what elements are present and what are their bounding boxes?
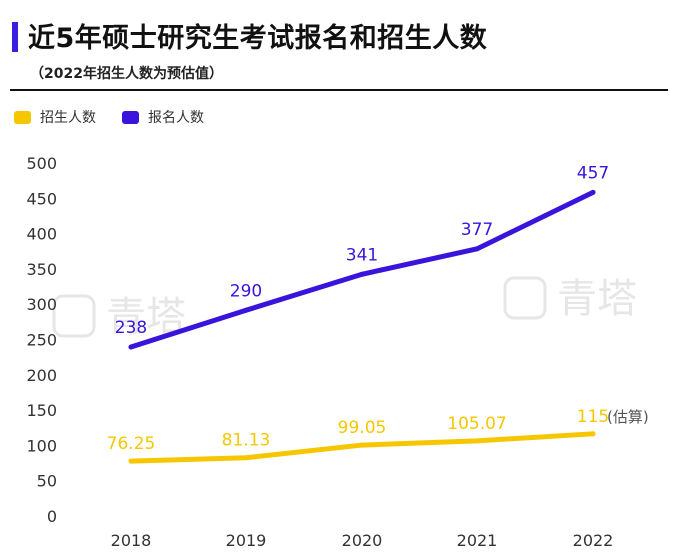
y-tick-label: 200 xyxy=(26,366,57,385)
watermark-right: 青塔 xyxy=(503,276,637,322)
data-point-apply xyxy=(243,307,249,313)
data-label-apply: 377 xyxy=(461,220,493,240)
y-tick-label: 350 xyxy=(26,260,57,279)
data-label-enroll: 76.25 xyxy=(107,434,156,454)
data-label-enroll: 99.05 xyxy=(338,418,387,438)
data-point-apply xyxy=(590,189,596,195)
data-point-enroll xyxy=(474,438,480,444)
data-point-apply xyxy=(359,271,365,277)
data-label-apply: 290 xyxy=(230,281,262,301)
y-tick-label: 250 xyxy=(26,331,57,350)
title-accent-bar xyxy=(12,22,18,52)
y-tick-label: 0 xyxy=(47,507,57,526)
data-label-apply: 238 xyxy=(115,318,147,338)
data-point-enroll xyxy=(128,458,134,464)
y-tick-label: 400 xyxy=(26,225,57,244)
x-tick-label: 2022 xyxy=(573,531,614,550)
title-divider xyxy=(10,89,668,91)
y-tick-label: 450 xyxy=(26,189,57,208)
series-line-apply xyxy=(128,189,596,350)
chart-subtitle: （2022年招生人数为预估值） xyxy=(30,66,223,82)
x-tick-label: 2018 xyxy=(111,531,152,550)
data-label-enroll: 105.07 xyxy=(447,414,506,434)
legend-label-apply: 报名人数 xyxy=(148,110,204,126)
watermark-text: 青塔 xyxy=(557,276,637,322)
data-point-apply xyxy=(128,344,134,350)
legend-item-apply: 报名人数 xyxy=(122,107,204,127)
legend-item-enroll: 招生人数 xyxy=(14,107,96,127)
data-point-enroll xyxy=(243,455,249,461)
data-point-apply xyxy=(474,246,480,252)
data-point-enroll xyxy=(359,442,365,448)
data-label-enroll: 81.13 xyxy=(222,431,271,451)
y-tick-label: 50 xyxy=(37,472,57,491)
x-tick-label: 2021 xyxy=(457,531,498,550)
y-tick-label: 300 xyxy=(26,295,57,314)
watermark-logo-icon xyxy=(52,294,96,338)
legend-label-enroll: 招生人数 xyxy=(40,110,96,126)
data-label-apply: 457 xyxy=(577,163,609,183)
data-label-apply: 341 xyxy=(346,245,378,265)
chart-title: 近5年硕士研究生考试报名和招生人数 xyxy=(28,23,488,54)
y-tick-label: 500 xyxy=(26,154,57,173)
legend-swatch-apply xyxy=(122,110,139,124)
x-tick-label: 2019 xyxy=(226,531,267,550)
y-tick-label: 150 xyxy=(26,401,57,420)
data-point-enroll xyxy=(590,431,596,437)
legend-swatch-enroll xyxy=(14,110,31,124)
legend: 招生人数 报名人数 xyxy=(14,107,230,127)
y-tick-label: 100 xyxy=(26,436,57,455)
estimate-annotation: (估算) xyxy=(607,408,649,426)
x-tick-label: 2020 xyxy=(342,531,383,550)
data-label-enroll: 115 xyxy=(577,407,609,427)
watermark-logo-icon xyxy=(503,276,547,320)
